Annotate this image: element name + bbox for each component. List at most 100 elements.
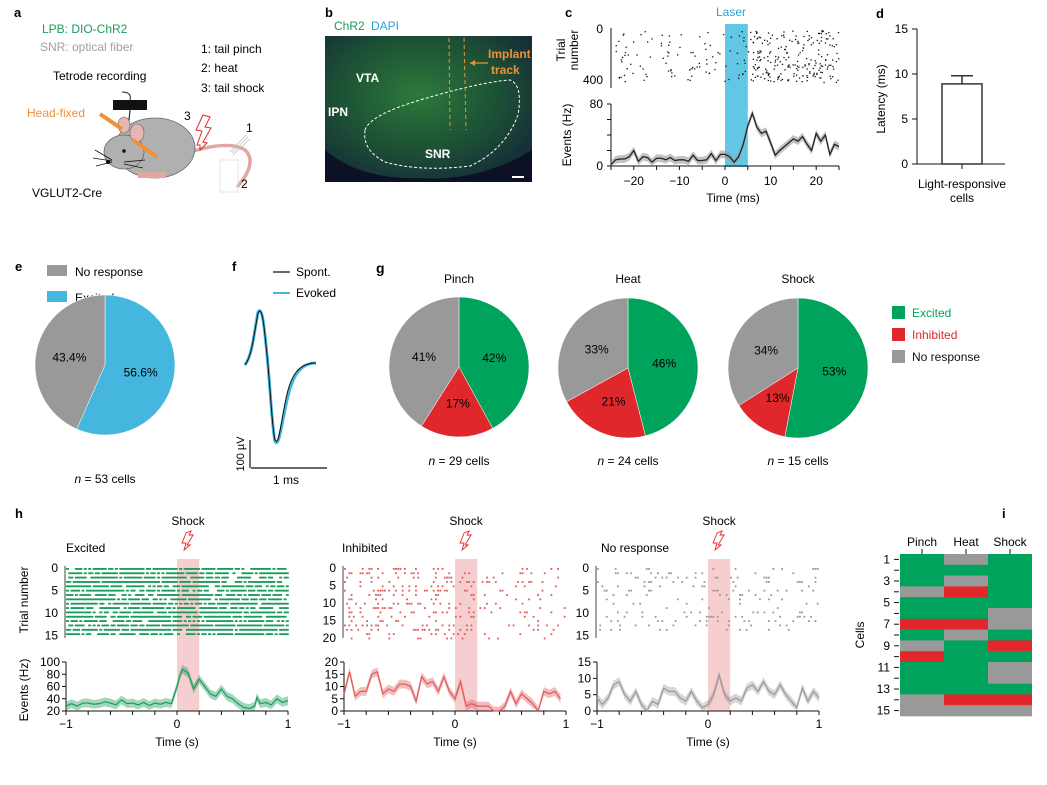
raster-spike — [205, 598, 209, 601]
raster-spike — [194, 585, 198, 588]
raster-spike — [68, 576, 72, 579]
raster-spike — [706, 63, 708, 65]
raster-spike — [141, 602, 145, 605]
raster-spike — [134, 598, 138, 601]
raster-spike — [177, 598, 180, 601]
raster-spike — [190, 598, 194, 601]
shock-label: Shock — [449, 514, 483, 528]
raster-spike — [77, 572, 81, 575]
raster-spike — [236, 602, 240, 605]
raster-spike — [450, 581, 453, 583]
raster-spike — [796, 65, 799, 67]
raster-spike — [163, 576, 167, 579]
raster-spike — [245, 628, 249, 631]
raster-spike — [643, 585, 646, 588]
raster-ytick: 0 — [329, 561, 336, 575]
raster-spike — [767, 72, 769, 74]
raster-spike — [174, 568, 178, 570]
raster-spike — [163, 594, 167, 596]
raster-spike — [208, 576, 212, 579]
raster-spike — [234, 568, 238, 570]
raster-spike — [760, 76, 762, 78]
raster-spike — [479, 607, 482, 609]
legend-swatch-excited — [47, 291, 67, 302]
psth-xtick: 0 — [174, 717, 181, 731]
raster-spike — [66, 620, 69, 622]
raster-spike — [641, 611, 644, 614]
raster-spike — [85, 589, 89, 592]
raster-spike — [92, 602, 96, 605]
raster-spike — [417, 628, 420, 631]
raster-spike — [285, 607, 289, 609]
raster-spike — [85, 581, 89, 583]
raster-spike — [523, 585, 526, 588]
raster-spike — [68, 572, 72, 575]
raster-spike — [537, 620, 539, 622]
heatmap-column-pinch: Pinch — [907, 535, 937, 549]
raster-spike — [417, 572, 420, 575]
raster-spike — [196, 633, 200, 636]
raster-spike — [379, 594, 382, 596]
raster-spike — [470, 594, 473, 596]
raster-spike — [283, 572, 287, 575]
raster-spike — [709, 44, 711, 47]
raster-spike — [145, 589, 149, 592]
raster-spike — [717, 51, 719, 54]
raster-spike — [245, 607, 249, 609]
raster-spike — [739, 602, 741, 605]
raster-spike — [154, 615, 158, 618]
raster-spike — [79, 581, 83, 583]
raster-spike — [250, 602, 254, 605]
raster-spike — [225, 620, 229, 622]
raster-spike — [165, 607, 169, 609]
heatmap-ytick: 5 — [883, 596, 890, 610]
raster-spike — [245, 572, 249, 575]
pie-g-slice-label: 33% — [585, 342, 609, 356]
raster-spike — [272, 611, 276, 614]
raster-spike — [521, 572, 524, 575]
raster-spike — [265, 611, 269, 614]
raster-spike — [114, 611, 118, 614]
raster-spike — [101, 620, 105, 622]
legend-no-response: No response — [75, 265, 143, 279]
raster-spike — [101, 607, 105, 609]
raster-spike — [241, 607, 245, 609]
raster-spike — [361, 624, 364, 627]
raster-spike — [528, 581, 531, 583]
raster-spike — [814, 568, 817, 570]
pie-g-slice-inhibited — [738, 367, 799, 438]
raster-spike — [196, 585, 200, 588]
psth-ytick: 10 — [325, 680, 339, 694]
raster-spike — [150, 572, 154, 575]
shock-bolt-icon — [195, 114, 212, 152]
raster-spike — [154, 633, 158, 636]
panel-b: b ChR2 DAPI Implant track VTA IPN SNR — [325, 5, 532, 182]
raster-spike — [681, 581, 684, 583]
raster-spike — [279, 585, 283, 588]
raster-spike — [435, 611, 437, 614]
raster-spike — [199, 594, 203, 596]
panel-label-a: a — [14, 5, 22, 20]
raster-spike — [236, 624, 240, 627]
raster-spike — [252, 589, 256, 592]
raster-spike — [108, 572, 112, 575]
raster-spike — [781, 598, 784, 601]
raster-ytick: 15 — [323, 614, 337, 628]
raster-spike — [630, 589, 633, 592]
raster-spike — [110, 572, 114, 575]
raster-spike — [283, 611, 287, 614]
raster-spike — [628, 589, 630, 592]
raster-spike — [767, 598, 770, 601]
heatmap-cell — [988, 554, 1032, 566]
raster-spike — [134, 611, 138, 614]
raster-spike — [750, 31, 752, 34]
raster-spike — [168, 572, 172, 575]
raster-spike — [66, 628, 69, 631]
raster-spike — [112, 633, 116, 636]
raster-spike — [163, 568, 167, 570]
raster-spike — [188, 598, 192, 601]
raster-spike — [72, 602, 76, 605]
raster-spike — [201, 568, 205, 570]
raster-spike — [667, 51, 669, 53]
